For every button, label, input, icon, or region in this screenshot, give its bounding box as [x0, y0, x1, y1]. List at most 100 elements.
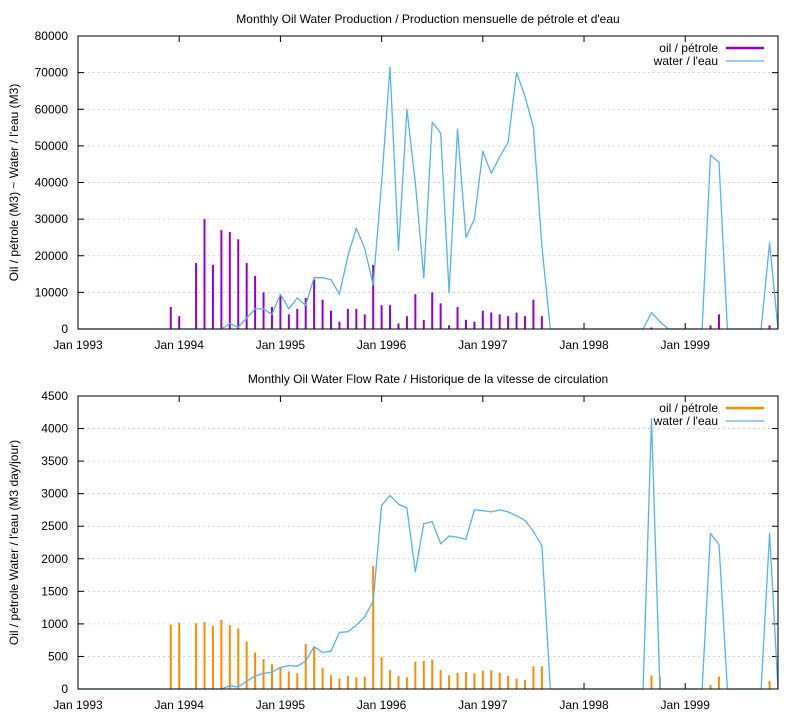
legend-label: oil / pétrole	[659, 401, 718, 415]
line-point	[768, 532, 771, 534]
bar-mark	[178, 622, 181, 689]
bar-mark	[195, 623, 198, 689]
bar-mark	[431, 659, 434, 689]
line-point	[499, 156, 501, 158]
line-point	[305, 660, 307, 662]
y-tick-label: 1500	[41, 584, 68, 598]
line-point	[718, 543, 720, 546]
line-point	[347, 631, 349, 633]
bar-mark	[245, 263, 248, 329]
line-point	[541, 545, 543, 547]
series-oil	[169, 565, 771, 689]
bar-mark	[254, 275, 257, 329]
bar-mark	[321, 299, 324, 329]
line-point	[414, 571, 416, 573]
line-path	[78, 418, 779, 690]
bar-mark	[422, 661, 425, 689]
bar-mark	[220, 619, 223, 689]
line-point	[313, 277, 315, 279]
bar-mark	[338, 678, 341, 689]
y-tick-label: 30000	[35, 212, 69, 226]
bar-mark	[498, 314, 501, 329]
bar-mark	[372, 565, 375, 689]
bar-mark	[330, 310, 333, 329]
line-point	[246, 317, 248, 319]
bar-mark	[228, 231, 231, 329]
line-point	[271, 671, 273, 673]
line-point	[330, 278, 332, 281]
line-point	[279, 293, 282, 295]
line-point	[246, 680, 248, 682]
line-point	[389, 495, 391, 497]
bar-mark	[237, 628, 240, 689]
line-point	[237, 686, 239, 688]
bar-mark	[717, 314, 720, 329]
bar-mark	[439, 670, 442, 689]
line-path	[78, 66, 779, 330]
bar-mark	[254, 652, 257, 689]
line-point	[305, 304, 307, 306]
line-point	[397, 249, 400, 251]
bar-mark	[211, 625, 214, 689]
bar-mark	[532, 299, 535, 329]
bar-mark	[464, 319, 467, 329]
line-point	[229, 685, 231, 687]
plot-frame	[77, 395, 779, 690]
bar-mark	[456, 672, 459, 689]
legend-label: water / l'eau	[653, 54, 718, 68]
line-point	[254, 308, 256, 310]
bar-mark	[507, 316, 510, 329]
bar-mark	[346, 675, 349, 689]
line-point	[279, 666, 282, 669]
y-axis-label: Oil / pétrole (M3) ~ Water / l'eau (M3)	[7, 84, 21, 282]
line-point	[709, 154, 712, 156]
y-tick-label: 60000	[35, 102, 69, 116]
y-tick-label: 2000	[41, 552, 68, 566]
bar-mark	[262, 292, 265, 329]
bar-mark	[540, 666, 543, 689]
x-tick-label: Jan 1997	[458, 698, 508, 712]
bar-mark	[169, 624, 172, 689]
y-tick-label: 40000	[35, 176, 69, 190]
line-point	[499, 509, 501, 511]
bar-mark	[650, 327, 653, 329]
line-point	[709, 532, 712, 534]
line-point	[532, 530, 535, 533]
line-point	[718, 161, 720, 163]
y-axis-label: Oil / pétrole Water / l'eau (M3 day/jour…	[7, 440, 21, 645]
bar-mark	[523, 316, 526, 329]
bar-mark	[296, 308, 299, 329]
line-point	[406, 108, 408, 110]
y-tick-label: 1000	[41, 617, 68, 631]
bar-mark	[422, 319, 425, 329]
line-point	[507, 511, 509, 513]
line-point	[254, 675, 256, 677]
bar-mark	[717, 676, 720, 689]
line-point	[414, 181, 416, 184]
y-tick-label: 3500	[41, 454, 68, 468]
bar-mark	[346, 308, 349, 329]
line-point	[355, 624, 357, 626]
bar-mark	[523, 679, 526, 689]
line-point	[262, 308, 265, 310]
line-point	[515, 72, 518, 74]
line-point	[423, 277, 425, 279]
chart-2: Monthly Oil Water Flow Rate / Historique…	[7, 372, 779, 712]
line-point	[262, 672, 265, 674]
bar-mark	[515, 678, 518, 689]
bar-mark	[270, 664, 273, 689]
line-point	[364, 616, 366, 618]
bar-mark	[498, 672, 501, 689]
line-point	[431, 521, 433, 523]
y-tick-label: 0	[61, 682, 68, 696]
series-water	[77, 66, 779, 330]
bar-mark	[363, 314, 366, 329]
bar-mark	[228, 625, 231, 689]
line-point	[515, 515, 518, 517]
bar-mark	[279, 296, 282, 329]
y-tick-label: 4000	[41, 422, 68, 436]
line-point	[288, 308, 290, 310]
bar-mark	[245, 641, 248, 689]
